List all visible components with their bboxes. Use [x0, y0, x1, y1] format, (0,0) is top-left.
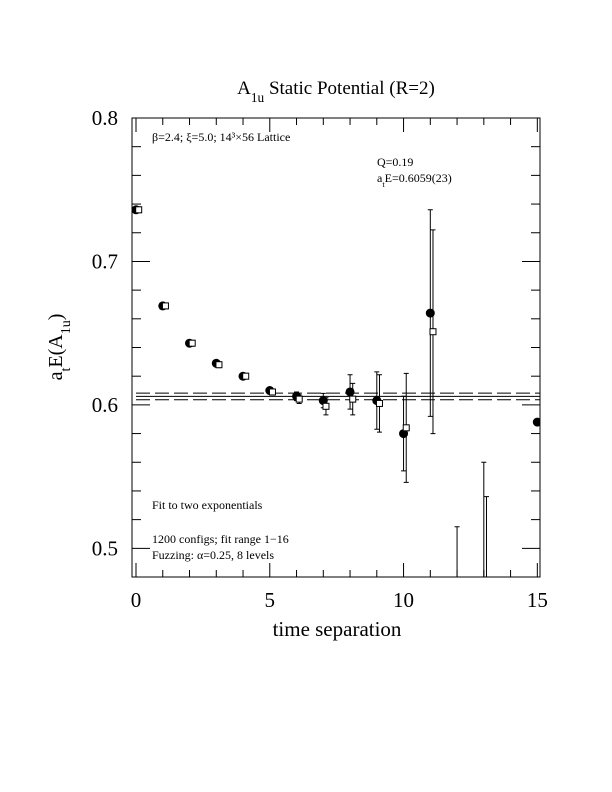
chart-title: A1u Static Potential (R=2)	[237, 78, 435, 105]
text-part: A	[237, 78, 251, 99]
data-point	[268, 388, 276, 396]
data-point	[242, 372, 250, 380]
data-point	[375, 399, 383, 407]
subscript: t	[382, 180, 385, 189]
y-tick-label: 0.5	[92, 536, 118, 560]
data-point	[532, 417, 540, 427]
y-tick-label: 0.8	[92, 106, 118, 130]
annotation: Q=0.19	[377, 155, 413, 169]
text-part: )	[45, 314, 67, 321]
text-part: a	[377, 171, 383, 185]
x-tick-label: 5	[265, 588, 276, 612]
error-bar	[481, 461, 487, 577]
subscript: 1u	[251, 90, 265, 105]
plot-area	[132, 205, 540, 577]
text-part: E(A	[45, 334, 67, 368]
data-point	[215, 361, 223, 369]
x-tick-label: 0	[131, 588, 142, 612]
data-point	[161, 302, 169, 310]
annotation: β=2.4; ξ=5.0; 14³×56 Lattice	[152, 130, 290, 144]
x-tick-label: 15	[527, 588, 548, 612]
annotation: 1200 configs; fit range 1−16	[152, 532, 289, 546]
error-bar	[483, 496, 489, 577]
subscript: 1u	[59, 320, 74, 334]
data-point	[402, 424, 410, 432]
data-point	[135, 206, 143, 214]
annotation: atE=0.6059(23)	[377, 171, 452, 189]
error-bar	[454, 526, 460, 577]
text-part: Static Potential (R=2)	[264, 78, 435, 99]
text-part: a	[45, 371, 67, 380]
y-axis-label: atE(A1u)	[45, 314, 74, 381]
x-axis-label: time separation	[273, 617, 402, 641]
data-point	[349, 395, 357, 403]
subscript: t	[59, 368, 74, 372]
annotation: Fit to two exponentials	[152, 498, 263, 512]
x-tick-label: 10	[393, 588, 414, 612]
data-point	[295, 395, 303, 403]
data-point	[429, 328, 437, 336]
data-point	[188, 339, 196, 347]
data-point	[322, 402, 330, 410]
y-tick-label: 0.6	[92, 393, 118, 417]
y-tick-label: 0.7	[92, 249, 118, 273]
annotation: Fuzzing: α=0.25, 8 levels	[152, 548, 274, 562]
text-part: E=0.6059(23)	[385, 171, 452, 185]
